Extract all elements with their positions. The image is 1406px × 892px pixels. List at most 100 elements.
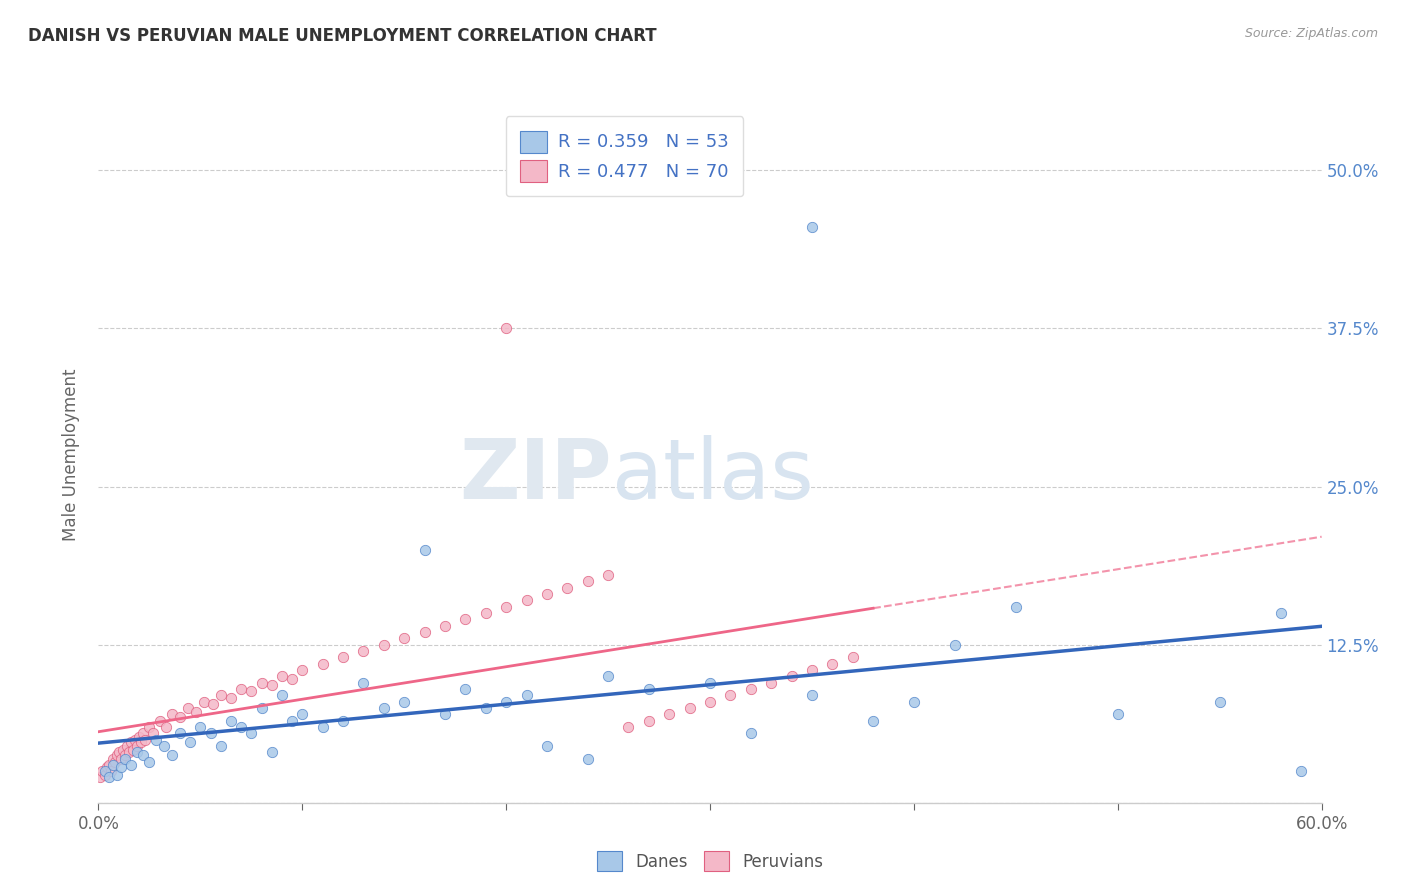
Point xyxy=(557,581,579,595)
Point xyxy=(240,726,263,740)
Point xyxy=(392,695,416,709)
Point xyxy=(260,678,283,692)
Point xyxy=(138,720,160,734)
Point xyxy=(231,681,253,696)
Point xyxy=(1107,707,1129,722)
Point xyxy=(943,638,966,652)
Point xyxy=(291,707,314,722)
Point xyxy=(761,675,783,690)
Point xyxy=(219,714,242,728)
Point xyxy=(96,760,118,774)
Point xyxy=(821,657,844,671)
Point xyxy=(454,681,477,696)
Point xyxy=(1270,606,1292,620)
Point xyxy=(219,690,242,705)
Point xyxy=(105,747,128,762)
Point xyxy=(434,618,457,632)
Point xyxy=(169,726,191,740)
Point xyxy=(281,672,304,686)
Point xyxy=(101,751,124,765)
Point xyxy=(1209,695,1232,709)
Point xyxy=(699,695,721,709)
Point xyxy=(93,764,115,779)
Point xyxy=(576,751,599,765)
Point xyxy=(124,732,146,747)
Point xyxy=(281,714,304,728)
Point xyxy=(373,701,395,715)
Point xyxy=(250,701,273,715)
Point xyxy=(115,739,138,753)
Point xyxy=(155,720,177,734)
Point xyxy=(149,714,172,728)
Point xyxy=(454,612,477,626)
Point xyxy=(720,688,742,702)
Point xyxy=(186,705,208,719)
Point xyxy=(179,735,201,749)
Point xyxy=(740,681,762,696)
Point xyxy=(260,745,283,759)
Point xyxy=(250,675,273,690)
Point xyxy=(291,663,314,677)
Point xyxy=(536,739,558,753)
Point xyxy=(617,720,640,734)
Point xyxy=(658,707,681,722)
Point xyxy=(108,745,131,759)
Point xyxy=(516,688,538,702)
Point xyxy=(240,684,263,698)
Point xyxy=(413,542,436,557)
Text: DANISH VS PERUVIAN MALE UNEMPLOYMENT CORRELATION CHART: DANISH VS PERUVIAN MALE UNEMPLOYMENT COR… xyxy=(28,27,657,45)
Point xyxy=(110,760,132,774)
Point xyxy=(114,747,136,762)
Point xyxy=(536,587,558,601)
Point xyxy=(699,675,721,690)
Point xyxy=(576,574,599,589)
Point xyxy=(801,663,824,677)
Legend: Danes, Peruvians: Danes, Peruvians xyxy=(591,845,830,878)
Point xyxy=(127,745,149,759)
Point xyxy=(129,735,152,749)
Point xyxy=(97,757,120,772)
Point xyxy=(145,732,167,747)
Point xyxy=(160,747,183,762)
Point xyxy=(93,768,115,782)
Text: Source: ZipAtlas.com: Source: ZipAtlas.com xyxy=(1244,27,1378,40)
Point xyxy=(740,726,762,740)
Point xyxy=(413,625,436,640)
Point xyxy=(862,714,884,728)
Point xyxy=(114,751,136,765)
Point xyxy=(392,632,416,646)
Point xyxy=(312,720,335,734)
Point xyxy=(127,739,149,753)
Point xyxy=(312,657,335,671)
Point xyxy=(134,732,156,747)
Point xyxy=(841,650,863,665)
Point xyxy=(122,742,145,756)
Point xyxy=(104,756,127,770)
Point xyxy=(120,735,142,749)
Point xyxy=(638,681,661,696)
Point xyxy=(1004,599,1026,614)
Point xyxy=(118,745,141,759)
Point xyxy=(352,675,374,690)
Point xyxy=(177,701,200,715)
Point xyxy=(801,220,824,235)
Point xyxy=(495,321,517,335)
Point xyxy=(128,730,150,744)
Point xyxy=(91,764,114,779)
Point xyxy=(132,726,155,740)
Text: ZIP: ZIP xyxy=(460,435,612,516)
Point xyxy=(474,701,498,715)
Point xyxy=(332,650,354,665)
Point xyxy=(780,669,803,683)
Point xyxy=(231,720,253,734)
Point xyxy=(434,707,457,722)
Point xyxy=(1291,764,1313,779)
Point xyxy=(105,768,128,782)
Point xyxy=(598,568,620,582)
Point xyxy=(209,688,232,702)
Point xyxy=(110,751,132,765)
Point xyxy=(679,701,702,715)
Point xyxy=(132,747,155,762)
Point xyxy=(152,739,174,753)
Point xyxy=(101,757,124,772)
